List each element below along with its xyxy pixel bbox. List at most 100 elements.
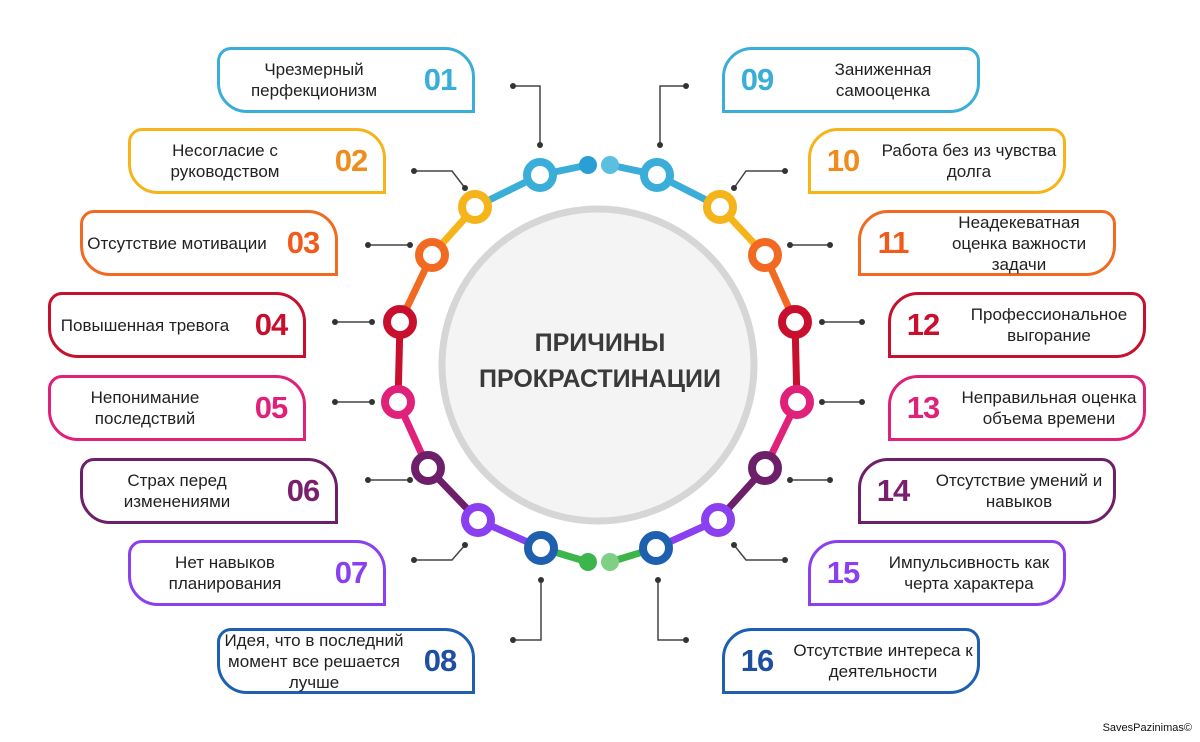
leader-dot: [819, 399, 825, 405]
leader-dot: [827, 477, 833, 483]
ring-node-06: [411, 451, 445, 485]
leader-dot: [332, 319, 338, 325]
credit: SavesPazinimas©: [1102, 722, 1192, 734]
cause-number: 12: [906, 307, 940, 342]
cause-number: 02: [334, 143, 368, 178]
leader-dot: [787, 477, 793, 483]
cause-number: 15: [826, 555, 860, 590]
leader-line-09: [659, 85, 686, 145]
cause-number: 05: [254, 390, 288, 425]
cause-text: Нет навыков планирования: [168, 553, 282, 593]
cause-number: 11: [877, 225, 910, 260]
leader-dot: [782, 557, 788, 563]
ring-node-02: [458, 190, 492, 224]
cause-box-02: Несогласие с руководством 02: [128, 128, 386, 194]
cause-box-03: Отсутствие мотивации 03: [80, 210, 338, 276]
leader-line-02: [414, 170, 466, 189]
leader-line-15: [733, 544, 785, 561]
leader-dot: [407, 477, 413, 483]
cause-text: Заниженная самооценка: [834, 60, 932, 100]
ring-node-07: [461, 503, 495, 537]
cause-number: 10: [826, 143, 860, 178]
leader-dot: [365, 477, 371, 483]
cause-number: 08: [423, 643, 457, 678]
cause-box-09: Заниженная самооценка 09: [722, 47, 980, 113]
leader-dot: [462, 542, 468, 548]
leader-dot: [657, 142, 663, 148]
cause-box-05: Непонимание последствий 05: [48, 375, 306, 441]
cause-box-14: Отсутствие умений и навыков 14: [858, 458, 1116, 524]
leader-dot: [819, 319, 825, 325]
leader-dot: [332, 399, 338, 405]
leader-line-10: [733, 170, 785, 189]
leader-dot: [782, 168, 788, 174]
leader-dot: [859, 319, 865, 325]
cause-number: 03: [286, 225, 320, 260]
cause-number: 01: [423, 62, 457, 97]
leader-dot: [411, 557, 417, 563]
cause-box-04: Повышенная тревога 04: [48, 292, 306, 358]
ring-node-10: [703, 190, 737, 224]
leader-dot: [411, 168, 417, 174]
cause-text: Повышенная тревога: [60, 315, 230, 335]
leader-dot: [827, 242, 833, 248]
ring-node-11: [748, 238, 782, 272]
cause-text: Идея, что в последний момент все решаетс…: [224, 630, 404, 692]
leader-dot: [683, 83, 689, 89]
cause-text: Неадекеватная оценка важности задачи: [951, 212, 1087, 274]
ring-node-13: [780, 385, 814, 419]
ring-end-dot: [579, 553, 597, 571]
cause-box-07: Нет навыков планирования 07: [128, 540, 386, 606]
ring-node-08: [524, 531, 558, 565]
ring-node-09: [640, 158, 674, 192]
cause-text: Отсутствие мотивации: [87, 233, 267, 253]
cause-number: 14: [876, 473, 910, 508]
ring-node-15: [701, 503, 735, 537]
leader-dot: [731, 185, 737, 191]
ring-node-16: [639, 531, 673, 565]
cause-text: Профессиональное выгорание: [970, 305, 1128, 345]
leader-dot: [510, 637, 516, 643]
cause-box-12: Профессиональное выгорание 12: [888, 292, 1146, 358]
cause-text: Отсутствие интереса к деятельности: [793, 641, 973, 681]
leader-dot: [538, 577, 544, 583]
cause-box-13: Неправильная оценка объема времени 13: [888, 375, 1146, 441]
ring-end-dot: [601, 156, 619, 174]
cause-text: Несогласие с руководством: [170, 141, 280, 181]
leader-dot: [859, 399, 865, 405]
cause-box-11: Неадекеватная оценка важности задачи 11: [858, 210, 1116, 276]
cause-text: Неправильная оценка объема времени: [961, 388, 1137, 428]
ring-node-12: [778, 305, 812, 339]
leader-line-07: [414, 544, 466, 561]
cause-number: 09: [740, 62, 774, 97]
ring-node-14: [748, 451, 782, 485]
title-line-1: ПРИЧИНЫ: [534, 329, 666, 357]
cause-text: Работа без из чувства долга: [881, 141, 1057, 181]
leader-dot: [510, 83, 516, 89]
leader-dot: [537, 142, 543, 148]
leader-dot: [407, 242, 413, 248]
cause-box-06: Страх перед изменениями 06: [80, 458, 338, 524]
leader-line-16: [657, 580, 686, 641]
leader-dot: [369, 399, 375, 405]
cause-box-10: Работа без из чувства долга 10: [808, 128, 1066, 194]
leader-line-08: [513, 580, 542, 641]
cause-number: 04: [254, 307, 288, 342]
ring-node-04: [383, 305, 417, 339]
cause-box-15: Импульсивность как черта характера 15: [808, 540, 1066, 606]
cause-number: 13: [906, 390, 940, 425]
leader-dot: [369, 319, 375, 325]
leader-dot: [365, 242, 371, 248]
cause-text: Импульсивность как черта характера: [888, 553, 1050, 593]
cause-number: 16: [740, 643, 774, 678]
leader-dot: [462, 185, 468, 191]
leader-dot: [787, 242, 793, 248]
cause-box-08: Идея, что в последний момент все решаетс…: [217, 628, 475, 694]
cause-text: Отсутствие умений и навыков: [935, 471, 1103, 511]
center-circle: [438, 205, 758, 525]
leader-dot: [683, 637, 689, 643]
ring-end-dot: [601, 553, 619, 571]
ring-node-05: [381, 385, 415, 419]
cause-number: 07: [334, 555, 368, 590]
